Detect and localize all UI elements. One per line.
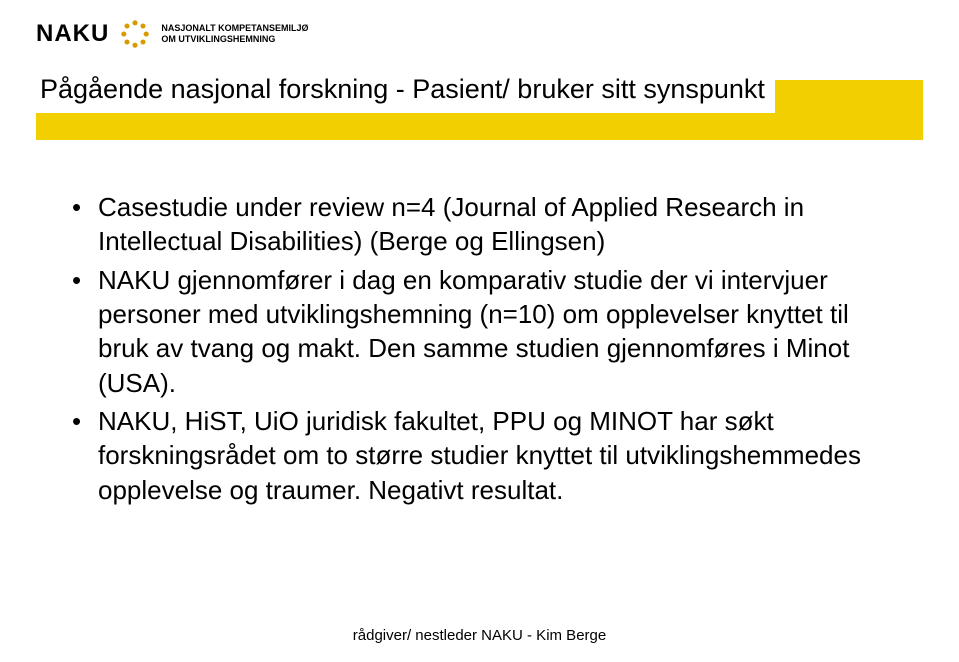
footer-text: rådgiver/ nestleder NAKU - Kim Berge [0,627,959,644]
logo-subtitle-line1: NASJONALT KOMPETANSEMILJØ [161,23,308,34]
logo-subtitle: NASJONALT KOMPETANSEMILJØ OM UTVIKLINGSH… [161,23,308,45]
bullet-list: Casestudie under review n=4 (Journal of … [72,190,899,507]
radial-circles-icon [119,18,151,50]
bullet-text: NAKU, HiST, UiO juridisk fakultet, PPU o… [98,406,861,505]
list-item: NAKU, HiST, UiO juridisk fakultet, PPU o… [72,404,899,507]
list-item: NAKU gjennomfører i dag en komparativ st… [72,263,899,400]
bullet-text: NAKU gjennomfører i dag en komparativ st… [98,265,849,398]
slide-title: Pågående nasjonal forskning - Pasient/ b… [36,68,775,113]
slide-body: Casestudie under review n=4 (Journal of … [72,190,899,511]
bullet-text: Casestudie under review n=4 (Journal of … [98,192,804,256]
logo-block: NAKU NASJONALT KOMPETANSEMILJØ OM UTVIKL… [36,18,309,50]
brand-name: NAKU [36,20,109,48]
list-item: Casestudie under review n=4 (Journal of … [72,190,899,259]
logo-subtitle-line2: OM UTVIKLINGSHEMNING [161,34,308,45]
